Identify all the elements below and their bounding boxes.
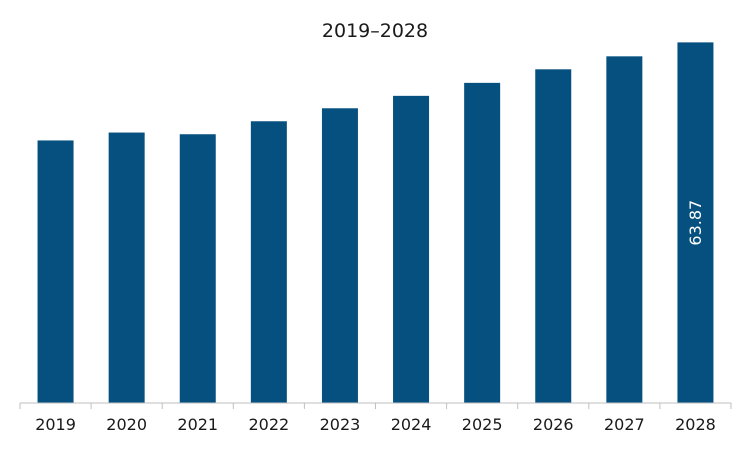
bar-2025 bbox=[464, 82, 501, 404]
bar-2021 bbox=[179, 134, 216, 403]
bar-2020 bbox=[108, 132, 145, 403]
x-tick-label: 2023 bbox=[320, 415, 361, 434]
data-label-2028: 63.87 bbox=[686, 200, 705, 246]
bar-2028 bbox=[677, 42, 714, 403]
x-tick-label: 2021 bbox=[177, 415, 218, 434]
bar-group bbox=[37, 42, 714, 404]
x-tick-label: 2022 bbox=[248, 415, 289, 434]
x-tick-label: 2028 bbox=[675, 415, 716, 434]
x-axis-labels: 2019 2020 2021 2022 2023 2024 2025 2026 2027 2028 bbox=[35, 415, 716, 434]
bar-2019 bbox=[37, 140, 74, 403]
data-labels: 63.87 bbox=[686, 200, 705, 246]
bar-2023 bbox=[321, 108, 358, 404]
x-axis-ticks bbox=[19, 403, 732, 409]
bar-2024 bbox=[393, 95, 430, 403]
x-tick-label: 2019 bbox=[35, 415, 76, 434]
x-tick-label: 2025 bbox=[462, 415, 503, 434]
x-tick-label: 2020 bbox=[106, 415, 147, 434]
x-tick-label: 2027 bbox=[604, 415, 645, 434]
x-tick-label: 2024 bbox=[391, 415, 432, 434]
bar-2027 bbox=[606, 56, 643, 404]
bar-2026 bbox=[535, 69, 572, 403]
x-tick-label: 2026 bbox=[533, 415, 574, 434]
bar-2022 bbox=[250, 121, 287, 403]
chart-title: 2019–2028 bbox=[322, 20, 428, 42]
